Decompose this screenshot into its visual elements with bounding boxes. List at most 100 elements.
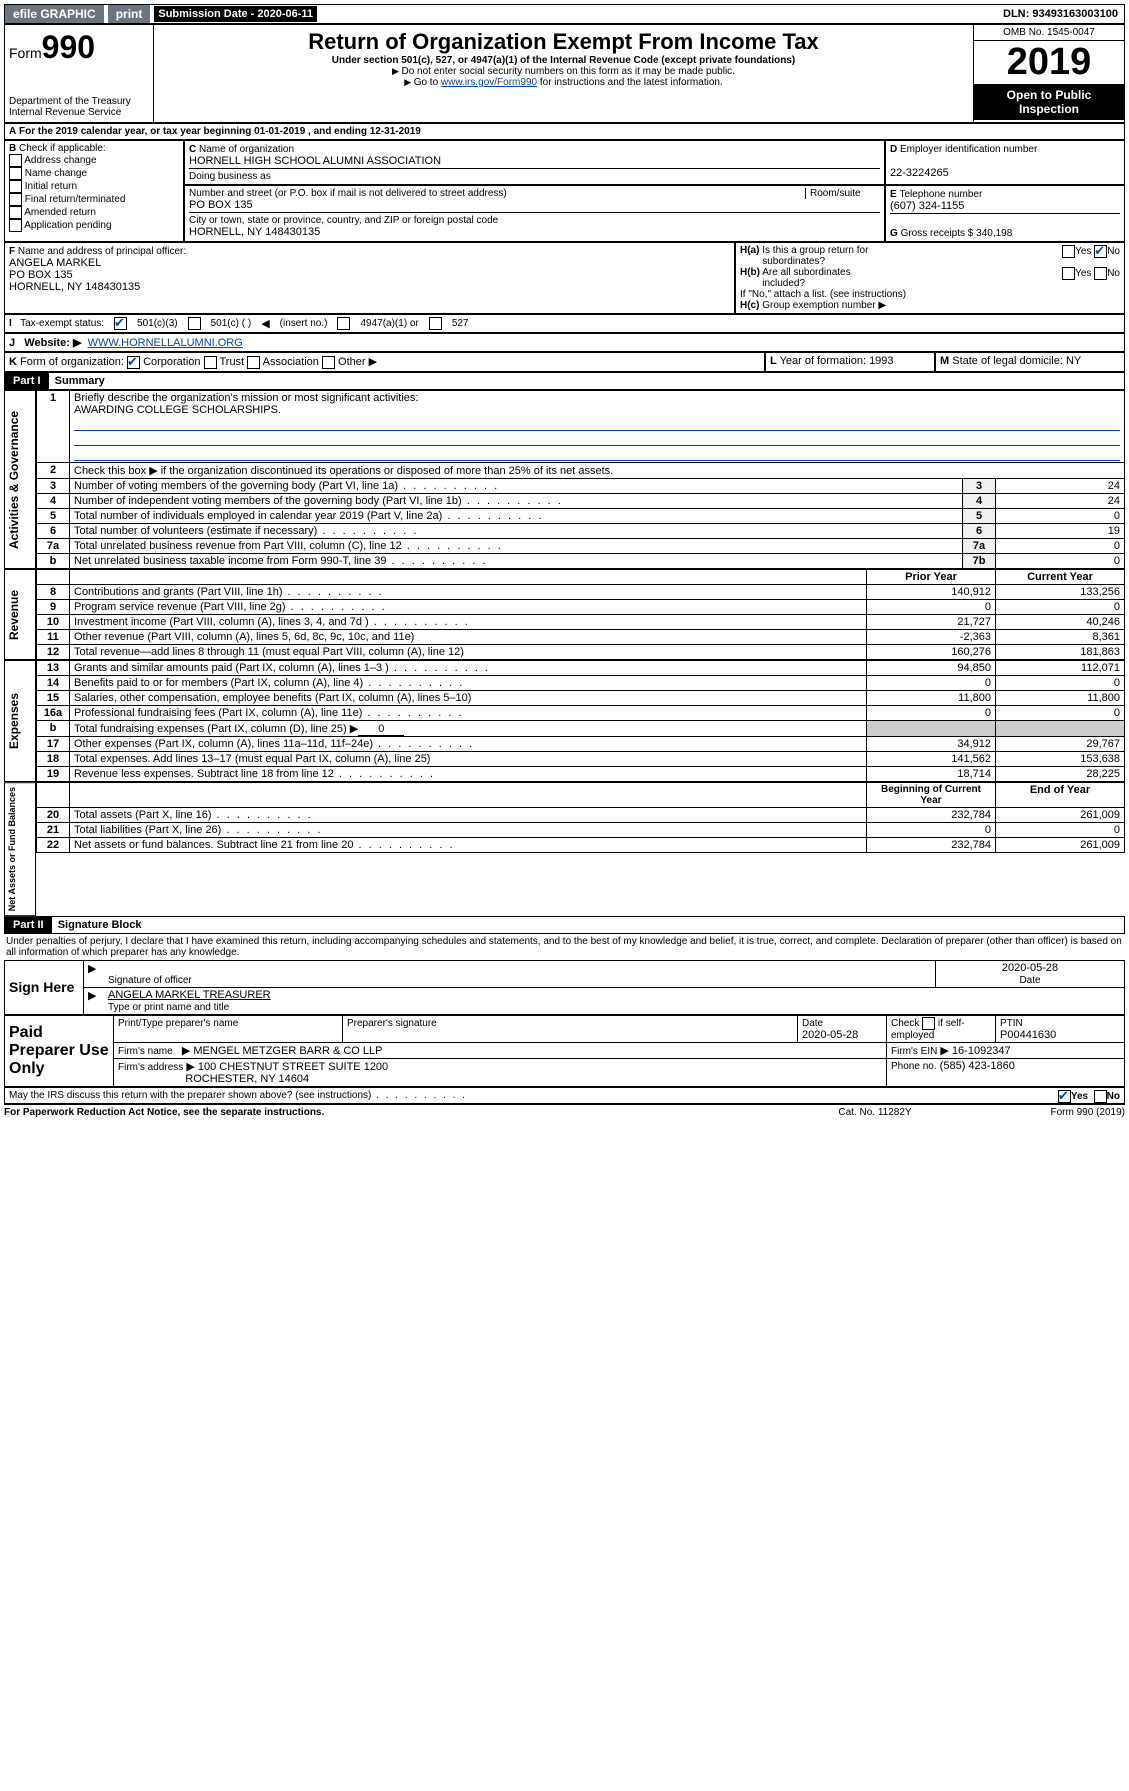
org-name: HORNELL HIGH SCHOOL ALUMNI ASSOCIATION [189,155,441,167]
firm-ein-label: Firm's EIN [891,1046,937,1057]
line10: Investment income (Part VIII, column (A)… [70,614,867,629]
part1-header: Part I [5,373,49,389]
ein: 22-3224265 [890,167,949,179]
line22: Net assets or fund balances. Subtract li… [70,837,867,852]
addr-label: Number and street (or P.O. box if mail i… [189,188,805,199]
form-footer: Form 990 (2019) [975,1107,1125,1118]
chk-final[interactable] [9,193,22,206]
col-end: End of Year [996,782,1125,807]
firm-name-label: Firm's name [118,1046,173,1057]
chk-amended[interactable] [9,206,22,219]
year-formation: 1993 [869,355,893,367]
sig-date-label: Date [1019,975,1040,986]
k-label: Form of organization: [20,356,124,368]
chk-address[interactable] [9,154,22,167]
subtitle: Under section 501(c), 527, or 4947(a)(1)… [158,55,969,66]
line12: Total revenue—add lines 8 through 11 (mu… [70,644,867,659]
firm-addr2: ROCHESTER, NY 14604 [185,1073,309,1085]
line19: Revenue less expenses. Subtract line 18 … [70,766,867,781]
form-label: Form [9,45,42,61]
b-header: Check if applicable: [19,143,106,154]
chk-discuss-no[interactable] [1094,1090,1107,1103]
irs-link[interactable]: www.irs.gov/Form990 [441,77,537,88]
i-label: Tax-exempt status: [20,318,104,329]
m-label: State of legal domicile: [952,355,1063,367]
name-title-label: Type or print name and title [108,1002,229,1013]
line9: Program service revenue (Part VIII, line… [70,599,867,614]
line7a: Total unrelated business revenue from Pa… [70,538,963,553]
chk-corp[interactable] [127,356,140,369]
officer-printed-name: ANGELA MARKEL TREASURER [108,989,271,1001]
firm-addr-label: Firm's address [118,1062,183,1073]
val3: 24 [996,478,1125,493]
org-city: HORNELL, NY 148430135 [189,226,320,238]
part2-header: Part II [5,917,52,933]
chk-assoc[interactable] [247,356,260,369]
chk-4947[interactable] [337,317,350,330]
line-a: A For the 2019 calendar year, or tax yea… [4,123,1125,140]
chk-self-emp[interactable] [922,1017,935,1030]
paid-preparer-header: Paid Preparer Use Only [5,1015,114,1086]
l-label: Year of formation: [780,355,866,367]
note-goto: Go to www.irs.gov/Form990 for instructio… [158,77,969,88]
discuss-question: May the IRS discuss this return with the… [9,1090,467,1101]
col-beginning: Beginning of Current Year [867,782,996,807]
room-label: Room/suite [805,188,880,199]
submission-date: Submission Date - 2020-06-11 [154,6,317,22]
part1-title: Summary [55,375,105,387]
ptin: P00441630 [1000,1029,1056,1041]
d-label: Employer identification number [900,144,1037,155]
chk-527[interactable] [429,317,442,330]
print-button[interactable]: print [108,5,151,23]
prep-date: 2020-05-28 [802,1029,858,1041]
inspection: Inspection [1019,102,1079,116]
chk-discuss-yes[interactable] [1058,1090,1071,1103]
h-note: If "No," attach a list. (see instruction… [740,289,1120,300]
part2-title: Signature Block [58,919,142,931]
line15: Salaries, other compensation, employee b… [70,690,867,705]
ha-text: Is this a group return for [762,245,868,256]
col-prior: Prior Year [867,569,996,584]
section-activities: Activities & Governance [4,390,36,569]
omb: OMB No. 1545-0047 [974,25,1124,41]
line21: Total liabilities (Part X, line 26) [70,822,867,837]
chk-pending[interactable] [9,219,22,232]
val6: 19 [996,523,1125,538]
val7b: 0 [996,553,1125,568]
form-header: Form990 Department of the Treasury Inter… [4,24,1125,123]
officer-addr1: PO BOX 135 [9,269,73,281]
line16b: Total fundraising expenses (Part IX, col… [70,720,867,736]
line3: Number of voting members of the governin… [70,478,963,493]
section-expenses: Expenses [4,660,36,782]
dept-treasury: Department of the Treasury [9,96,149,107]
chk-other[interactable] [322,356,335,369]
chk-501c3[interactable] [114,317,127,330]
officer-name: ANGELA MARKEL [9,257,101,269]
ptin-label: PTIN [1000,1018,1023,1029]
col-current: Current Year [996,569,1125,584]
sig-date: 2020-05-28 [1002,962,1058,974]
state-domicile: NY [1066,355,1081,367]
chk-501c[interactable] [188,317,201,330]
chk-name[interactable] [9,167,22,180]
tax-year: 2019 [974,41,1124,84]
firm-phone: (585) 423-1860 [940,1060,1015,1072]
chk-initial[interactable] [9,180,22,193]
top-bar: efile GRAPHIC print Submission Date - 20… [4,4,1125,24]
website-link[interactable]: WWW.HORNELLALUMNI.ORG [88,337,243,349]
chk-hb-yes[interactable] [1062,267,1075,280]
firm-addr1: 100 CHESTNUT STREET SUITE 1200 [198,1061,388,1073]
irs: Internal Revenue Service [9,107,149,118]
e-label: Telephone number [899,189,982,200]
val4: 24 [996,493,1125,508]
line11: Other revenue (Part VIII, column (A), li… [70,629,867,644]
chk-trust[interactable] [204,356,217,369]
hc-text: Group exemption number [762,300,875,311]
line5: Total number of individuals employed in … [70,508,963,523]
chk-ha-no[interactable] [1094,245,1107,258]
chk-ha-yes[interactable] [1062,245,1075,258]
chk-hb-no[interactable] [1094,267,1107,280]
efile-button[interactable]: efile GRAPHIC [5,5,104,23]
officer-addr2: HORNELL, NY 148430135 [9,281,140,293]
perjury-text: Under penalties of perjury, I declare th… [4,934,1125,960]
